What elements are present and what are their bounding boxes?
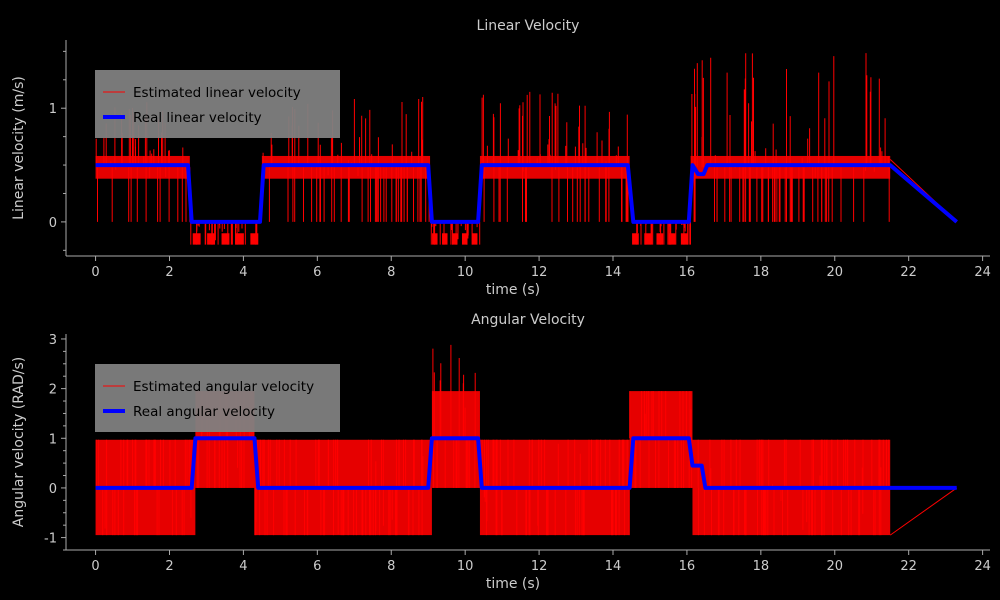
y-axis-label: Angular velocity (RAD/s): [11, 357, 27, 528]
estimate-block: [235, 233, 244, 245]
x-tick-label: 16: [679, 265, 696, 280]
estimate-block: [221, 233, 230, 245]
y-tick-label: 2: [49, 383, 57, 398]
series-estimated: [95, 53, 958, 245]
x-tick-label: 24: [974, 265, 991, 280]
estimate-spikes: [254, 439, 424, 536]
estimate-band: [95, 155, 190, 179]
estimate-block: [644, 233, 651, 245]
estimate-block: [250, 233, 259, 245]
estimate-spikes: [95, 439, 194, 536]
x-tick-label: 22: [900, 559, 917, 574]
x-tick-label: 6: [313, 265, 321, 280]
x-axis-label: time (s): [486, 282, 540, 298]
x-tick-label: 8: [387, 265, 395, 280]
estimate-block: [452, 233, 458, 245]
estimate-band: [261, 155, 431, 179]
series-real: [95, 163, 958, 224]
y-tick-label: 0: [49, 482, 57, 497]
x-tick-label: 14: [605, 265, 622, 280]
x-tick-label: 4: [239, 265, 247, 280]
x-tick-label: 2: [165, 559, 173, 574]
x-tick-label: 24: [974, 559, 991, 574]
x-tick-label: 8: [387, 559, 395, 574]
estimate-block: [207, 233, 216, 245]
estimate-tail: [889, 487, 958, 536]
x-axis-label: time (s): [486, 576, 540, 592]
x-tick-label: 20: [826, 559, 843, 574]
estimate-block: [471, 233, 478, 245]
legend-label: Estimated angular velocity: [133, 379, 314, 395]
x-tick-label: 12: [531, 265, 548, 280]
legend-label: Real linear velocity: [133, 110, 262, 126]
x-tick-label: 16: [679, 559, 696, 574]
estimate-spikes: [479, 439, 630, 536]
estimate-block: [668, 233, 676, 245]
estimate-spikes: [432, 344, 476, 488]
estimate-spikes: [95, 102, 191, 222]
x-tick-label: 18: [753, 559, 770, 574]
estimate-spikes: [691, 53, 890, 222]
legend-label: Estimated linear velocity: [133, 85, 301, 101]
estimate-block: [656, 233, 664, 245]
legend-label: Real angular velocity: [133, 404, 275, 420]
x-tick-label: 0: [91, 559, 99, 574]
y-tick-label: 1: [49, 102, 57, 117]
y-tick-label: -1: [44, 532, 57, 547]
x-tick-label: 12: [531, 559, 548, 574]
estimate-block: [442, 233, 448, 245]
x-tick-label: 2: [165, 265, 173, 280]
y-tick-label: 3: [49, 333, 57, 348]
x-tick-label: 6: [313, 559, 321, 574]
estimate-spikes: [262, 97, 430, 222]
x-tick-label: 0: [91, 265, 99, 280]
x-tick-label: 14: [605, 559, 622, 574]
estimate-band: [479, 155, 630, 179]
y-tick-label: 1: [49, 432, 57, 447]
legend-box: [95, 70, 340, 138]
estimate-block: [632, 233, 639, 245]
x-tick-label: 20: [826, 265, 843, 280]
x-tick-label: 10: [457, 265, 474, 280]
x-tick-label: 22: [900, 265, 917, 280]
estimate-block: [461, 233, 468, 245]
series-real: [95, 436, 957, 490]
legend: Estimated angular velocity Real angular v…: [95, 364, 340, 432]
chart-title: Angular Velocity: [471, 312, 585, 328]
y-axis-label: Linear velocity (m/s): [11, 76, 27, 220]
y-tick-label: 0: [49, 216, 57, 231]
estimate-spikes: [697, 439, 890, 536]
x-tick-label: 10: [457, 559, 474, 574]
x-tick-label: 4: [239, 559, 247, 574]
x-tick-label: 18: [753, 265, 770, 280]
legend-box: [95, 364, 340, 432]
chart-title: Linear Velocity: [477, 18, 580, 34]
legend: Estimated linear velocity Real linear vel…: [95, 70, 340, 138]
